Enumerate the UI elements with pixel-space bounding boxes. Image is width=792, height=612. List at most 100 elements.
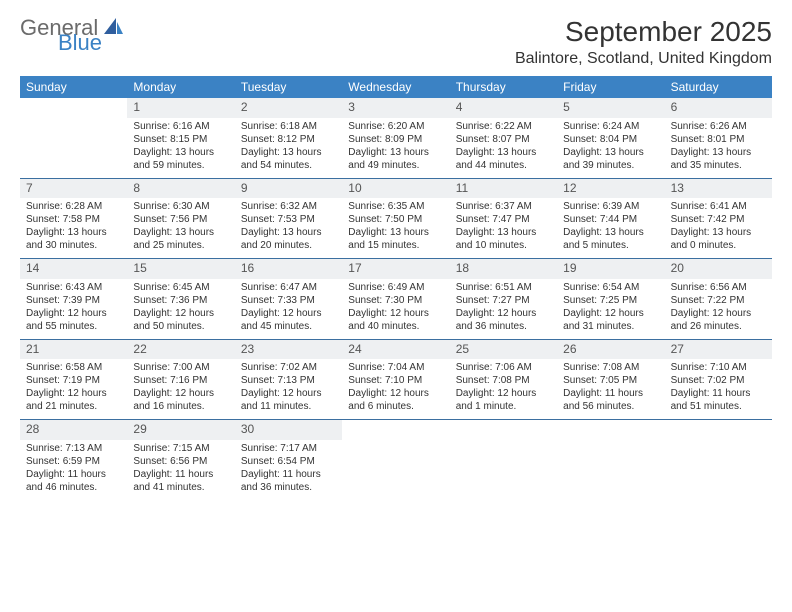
day-cell: 10Sunrise: 6:35 AMSunset: 7:50 PMDayligh… (342, 179, 449, 259)
sunrise-text: Sunrise: 6:43 AM (26, 281, 121, 294)
daylight-text: Daylight: 12 hours and 11 minutes. (241, 387, 336, 413)
sunset-text: Sunset: 8:04 PM (563, 133, 658, 146)
daylight-text: Daylight: 11 hours and 56 minutes. (563, 387, 658, 413)
daylight-text: Daylight: 13 hours and 15 minutes. (348, 226, 443, 252)
sunrise-text: Sunrise: 6:47 AM (241, 281, 336, 294)
day-cell: 12Sunrise: 6:39 AMSunset: 7:44 PMDayligh… (557, 179, 664, 259)
daylight-text: Daylight: 12 hours and 36 minutes. (456, 307, 551, 333)
sunset-text: Sunset: 7:19 PM (26, 374, 121, 387)
day-number: 21 (20, 340, 127, 360)
daylight-text: Daylight: 12 hours and 21 minutes. (26, 387, 121, 413)
header: General Blue September 2025 Balintore, S… (20, 16, 772, 68)
sunrise-text: Sunrise: 6:20 AM (348, 120, 443, 133)
day-cell: 26Sunrise: 7:08 AMSunset: 7:05 PMDayligh… (557, 340, 664, 420)
day-number: 16 (235, 259, 342, 279)
daylight-text: Daylight: 12 hours and 45 minutes. (241, 307, 336, 333)
day-cell: 1Sunrise: 6:16 AMSunset: 8:15 PMDaylight… (127, 98, 234, 178)
sunrise-text: Sunrise: 7:17 AM (241, 442, 336, 455)
day-number: 8 (127, 179, 234, 199)
day-number: 3 (342, 98, 449, 118)
day-cell: 15Sunrise: 6:45 AMSunset: 7:36 PMDayligh… (127, 259, 234, 339)
week-row: 1Sunrise: 6:16 AMSunset: 8:15 PMDaylight… (20, 98, 772, 179)
daylight-text: Daylight: 12 hours and 40 minutes. (348, 307, 443, 333)
day-number: 26 (557, 340, 664, 360)
week-row: 7Sunrise: 6:28 AMSunset: 7:58 PMDaylight… (20, 179, 772, 260)
sunset-text: Sunset: 7:13 PM (241, 374, 336, 387)
sunrise-text: Sunrise: 6:54 AM (563, 281, 658, 294)
day-number: 10 (342, 179, 449, 199)
day-number: 13 (665, 179, 772, 199)
sunset-text: Sunset: 8:07 PM (456, 133, 551, 146)
daylight-text: Daylight: 11 hours and 36 minutes. (241, 468, 336, 494)
location: Balintore, Scotland, United Kingdom (515, 50, 772, 68)
day-number: 4 (450, 98, 557, 118)
day-number: 25 (450, 340, 557, 360)
sunset-text: Sunset: 8:12 PM (241, 133, 336, 146)
day-cell: 6Sunrise: 6:26 AMSunset: 8:01 PMDaylight… (665, 98, 772, 178)
sunrise-text: Sunrise: 6:35 AM (348, 200, 443, 213)
sunset-text: Sunset: 7:39 PM (26, 294, 121, 307)
sunset-text: Sunset: 7:05 PM (563, 374, 658, 387)
sunset-text: Sunset: 6:56 PM (133, 455, 228, 468)
daylight-text: Daylight: 13 hours and 25 minutes. (133, 226, 228, 252)
sunset-text: Sunset: 7:53 PM (241, 213, 336, 226)
day-number: 20 (665, 259, 772, 279)
sunrise-text: Sunrise: 6:24 AM (563, 120, 658, 133)
sunrise-text: Sunrise: 7:04 AM (348, 361, 443, 374)
daylight-text: Daylight: 12 hours and 31 minutes. (563, 307, 658, 333)
sunset-text: Sunset: 7:50 PM (348, 213, 443, 226)
daylight-text: Daylight: 12 hours and 16 minutes. (133, 387, 228, 413)
daylight-text: Daylight: 12 hours and 55 minutes. (26, 307, 121, 333)
sunset-text: Sunset: 7:42 PM (671, 213, 766, 226)
day-cell: 23Sunrise: 7:02 AMSunset: 7:13 PMDayligh… (235, 340, 342, 420)
daylight-text: Daylight: 13 hours and 10 minutes. (456, 226, 551, 252)
day-number: 14 (20, 259, 127, 279)
daylight-text: Daylight: 13 hours and 39 minutes. (563, 146, 658, 172)
day-cell: 18Sunrise: 6:51 AMSunset: 7:27 PMDayligh… (450, 259, 557, 339)
sunset-text: Sunset: 6:59 PM (26, 455, 121, 468)
sunrise-text: Sunrise: 6:49 AM (348, 281, 443, 294)
sunrise-text: Sunrise: 6:22 AM (456, 120, 551, 133)
week-row: 28Sunrise: 7:13 AMSunset: 6:59 PMDayligh… (20, 420, 772, 500)
day-cell: 8Sunrise: 6:30 AMSunset: 7:56 PMDaylight… (127, 179, 234, 259)
daylight-text: Daylight: 12 hours and 26 minutes. (671, 307, 766, 333)
day-number: 17 (342, 259, 449, 279)
sunrise-text: Sunrise: 6:39 AM (563, 200, 658, 213)
day-cell: 20Sunrise: 6:56 AMSunset: 7:22 PMDayligh… (665, 259, 772, 339)
day-cell (342, 420, 449, 500)
day-number: 5 (557, 98, 664, 118)
day-cell: 30Sunrise: 7:17 AMSunset: 6:54 PMDayligh… (235, 420, 342, 500)
day-cell: 5 Sunrise: 6:24 AMSunset: 8:04 PMDaylight… (557, 98, 664, 178)
sunrise-text: Sunrise: 7:13 AM (26, 442, 121, 455)
sunrise-text: Sunrise: 6:30 AM (133, 200, 228, 213)
daylight-text: Daylight: 13 hours and 5 minutes. (563, 226, 658, 252)
sunset-text: Sunset: 7:47 PM (456, 213, 551, 226)
sunset-text: Sunset: 7:58 PM (26, 213, 121, 226)
sunset-text: Sunset: 8:09 PM (348, 133, 443, 146)
day-cell: 28Sunrise: 7:13 AMSunset: 6:59 PMDayligh… (20, 420, 127, 500)
sunrise-text: Sunrise: 6:51 AM (456, 281, 551, 294)
weekday-label: Tuesday (235, 76, 342, 98)
sunset-text: Sunset: 7:10 PM (348, 374, 443, 387)
sunset-text: Sunset: 7:36 PM (133, 294, 228, 307)
day-number: 29 (127, 420, 234, 440)
day-cell: 25Sunrise: 7:06 AMSunset: 7:08 PMDayligh… (450, 340, 557, 420)
day-number: 30 (235, 420, 342, 440)
sunset-text: Sunset: 8:01 PM (671, 133, 766, 146)
day-number: 19 (557, 259, 664, 279)
daylight-text: Daylight: 11 hours and 41 minutes. (133, 468, 228, 494)
day-cell: 14 Sunrise: 6:43 AMSunset: 7:39 PMDayligh… (20, 259, 127, 339)
daylight-text: Daylight: 11 hours and 46 minutes. (26, 468, 121, 494)
day-cell (665, 420, 772, 500)
weekday-label: Wednesday (342, 76, 449, 98)
day-cell: 29Sunrise: 7:15 AMSunset: 6:56 PMDayligh… (127, 420, 234, 500)
day-cell: 19Sunrise: 6:54 AMSunset: 7:25 PMDayligh… (557, 259, 664, 339)
sunrise-text: Sunrise: 7:08 AM (563, 361, 658, 374)
weekday-label: Monday (127, 76, 234, 98)
sunset-text: Sunset: 7:22 PM (671, 294, 766, 307)
weekday-label: Friday (557, 76, 664, 98)
weekday-label: Sunday (20, 76, 127, 98)
day-number: 18 (450, 259, 557, 279)
sunrise-text: Sunrise: 7:10 AM (671, 361, 766, 374)
week-row: 21Sunrise: 6:58 AMSunset: 7:19 PMDayligh… (20, 340, 772, 421)
